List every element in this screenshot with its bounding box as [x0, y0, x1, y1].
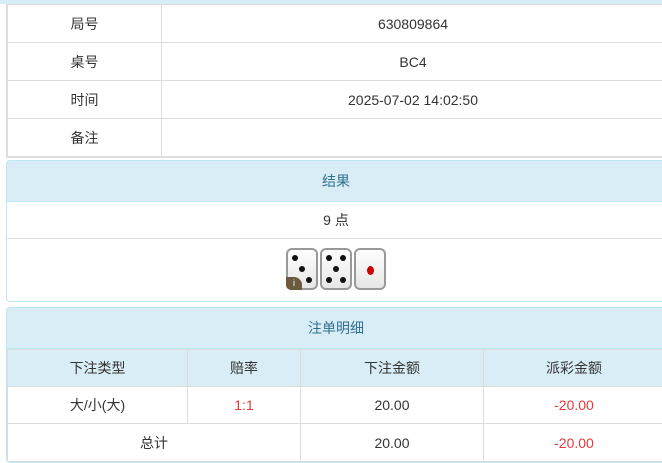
die-pip [299, 266, 305, 272]
bet-amount: 20.00 [301, 387, 484, 424]
odds: 1:1 [188, 387, 301, 424]
die-face-3: i [286, 248, 318, 290]
label: 局号 [8, 5, 162, 43]
col-payout: 派彩金额 [484, 350, 662, 387]
dice-row: i [7, 239, 662, 301]
result-title: 结果 [7, 161, 662, 202]
die-face-1 [354, 248, 386, 290]
col-odds: 赔率 [188, 350, 301, 387]
round-value: 630809864 [162, 5, 662, 43]
info-badge-icon[interactable]: i [286, 277, 302, 290]
note-value [162, 119, 662, 157]
bet-details-title: 注单明细 [7, 308, 662, 349]
total-amount: 20.00 [301, 424, 484, 462]
time-value: 2025-07-02 14:02:50 [162, 81, 662, 119]
die-pip [333, 266, 339, 272]
col-bet-type: 下注类型 [8, 350, 188, 387]
payout: -20.00 [484, 387, 662, 424]
label: 备注 [8, 119, 162, 157]
table-row: 大/小(大) 1:1 20.00 -20.00 [8, 387, 662, 424]
table-value: BC4 [162, 43, 662, 81]
bet-details-panel: 注单明细 下注类型 赔率 下注金额 派彩金额 大/小(大) 1:1 20.00 … [6, 307, 662, 463]
die-pip [292, 255, 298, 261]
total-row: 总计 20.00 -20.00 [8, 424, 662, 462]
label: 时间 [8, 81, 162, 119]
result-panel: 结果 9 点 i [6, 160, 662, 302]
total-payout: -20.00 [484, 424, 662, 462]
die-pip [340, 277, 346, 283]
die-face-5 [320, 248, 352, 290]
die-pip [326, 277, 332, 283]
die-pip [326, 255, 332, 261]
die-pip [306, 277, 312, 283]
bet-header-row: 下注类型 赔率 下注金额 派彩金额 [8, 350, 662, 387]
bet-table: 下注类型 赔率 下注金额 派彩金额 大/小(大) 1:1 20.00 -20.0… [7, 349, 662, 462]
col-bet-amount: 下注金额 [301, 350, 484, 387]
bet-type: 大/小(大) [8, 387, 188, 424]
result-points: 9 点 [7, 202, 662, 239]
die-pip [367, 266, 374, 275]
total-label: 总计 [8, 424, 301, 462]
info-row-note: 备注 [8, 119, 662, 157]
label: 桌号 [8, 43, 162, 81]
die-pip [340, 255, 346, 261]
